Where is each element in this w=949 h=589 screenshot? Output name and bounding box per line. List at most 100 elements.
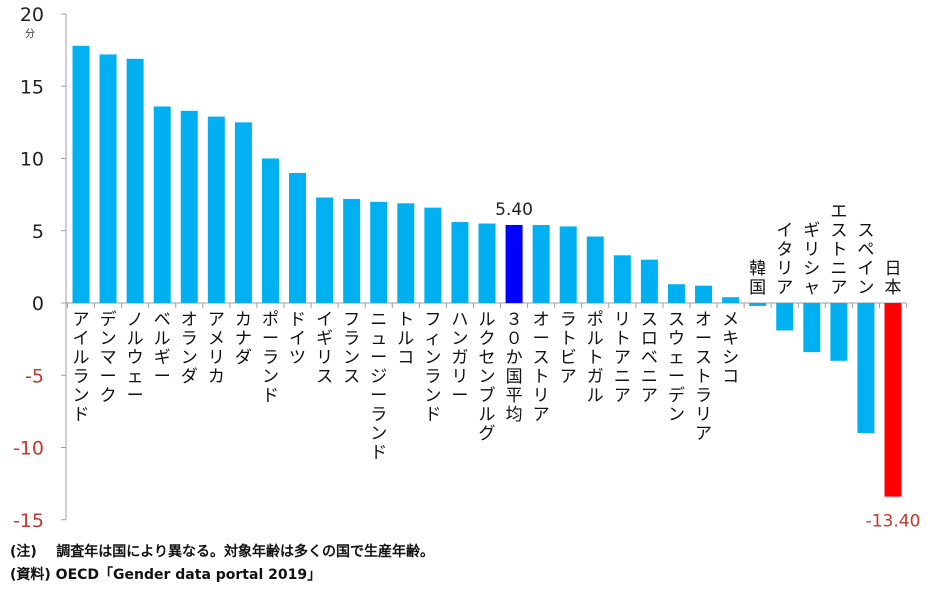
- bar-22: [667, 284, 685, 303]
- x-tick-label-char: ア: [641, 386, 658, 406]
- x-tick-label-char: ト: [614, 329, 631, 349]
- x-tick-label-char: ギ: [154, 348, 171, 368]
- x-tick-label-char: マ: [100, 348, 117, 368]
- y-tick-label: 20: [20, 4, 44, 26]
- bar-23: [695, 285, 713, 303]
- x-tick-label-char: ア: [776, 278, 793, 298]
- x-tick-label-char: ノ: [127, 310, 144, 330]
- x-tick-label-char: ダ: [235, 348, 252, 368]
- x-tick-label-char: ア: [208, 310, 225, 330]
- x-tick-label-char: ー: [100, 367, 117, 387]
- x-tick-label-char: イ: [73, 329, 90, 349]
- x-tick-label-char: デ: [668, 385, 685, 406]
- x-tick-label-char: フ: [343, 310, 360, 330]
- x-tick-label-char: ラ: [73, 367, 90, 387]
- x-tick-label-char: ポ: [262, 310, 279, 330]
- x-tick-label-char: ア: [614, 386, 631, 406]
- x-tick-label-char: ル: [127, 329, 144, 349]
- x-tick-label-char: ラ: [370, 405, 387, 425]
- x-tick-label-char: リ: [695, 405, 712, 425]
- x-tick-label-char: ガ: [451, 348, 468, 368]
- x-tick-label-char: ン: [181, 348, 198, 368]
- x-tick-label-char: ラ: [424, 367, 441, 387]
- x-tick-label-char: ス: [533, 348, 550, 368]
- x-tick-label-char: ナ: [235, 329, 252, 349]
- x-tick-label-char: ン: [424, 348, 441, 368]
- x-tick-label-char: リ: [208, 348, 225, 368]
- x-tick-label-char: イ: [289, 329, 306, 349]
- x-tick-label-char: ラ: [560, 310, 577, 330]
- y-tick-label: 10: [20, 149, 44, 171]
- x-tick-label-char: ド: [370, 443, 387, 463]
- x-tick-label-char: ラ: [695, 386, 712, 406]
- y-tick-label: -10: [13, 438, 44, 460]
- x-tick-label-char: リ: [776, 259, 793, 279]
- bar-9: [316, 197, 334, 303]
- x-tick-label: ドイツ: [289, 310, 306, 368]
- x-tick-label-char: ラ: [262, 348, 279, 368]
- x-tick-label-char: ー: [533, 329, 550, 349]
- bar-18: [559, 226, 577, 303]
- bar-26: [776, 303, 794, 331]
- bars: [72, 45, 902, 497]
- x-tick-label-char: ト: [560, 329, 577, 349]
- x-tick-label-char: ベ: [641, 348, 658, 368]
- bar-13: [424, 207, 442, 303]
- x-tick-label-char: リ: [316, 348, 333, 368]
- x-tick-label-char: ニ: [830, 259, 847, 279]
- x-tick-label-char: タ: [776, 240, 793, 260]
- x-tick-label-char: リ: [451, 367, 468, 387]
- y-tick-label: -5: [25, 365, 44, 387]
- x-tick-label-char: ウ: [127, 348, 144, 368]
- x-tick-label: 日本: [885, 259, 902, 298]
- x-tick-label-char: ル: [479, 405, 496, 425]
- bar-27: [803, 303, 821, 353]
- bar-28: [830, 303, 848, 361]
- x-tick-label-char: ト: [695, 367, 712, 387]
- x-tick-label-char: ル: [154, 329, 171, 349]
- x-tick-label-char: ダ: [181, 367, 198, 387]
- x-tick-label-char: シ: [722, 348, 739, 368]
- x-tick-label-char: ク: [479, 329, 496, 349]
- bar-1: [99, 54, 117, 304]
- x-tick-label-char: リ: [614, 310, 631, 330]
- x-tick-label-char: グ: [479, 424, 496, 444]
- x-tick-label-char: ベ: [154, 310, 171, 330]
- bar-0: [72, 45, 90, 303]
- x-tick-label-char: ー: [370, 386, 387, 406]
- x-tick-label-char: ト: [533, 367, 550, 387]
- x-tick-label-char: キ: [722, 329, 739, 349]
- x-tick-label-char: ニ: [614, 367, 631, 387]
- x-tick-label: トルコ: [397, 310, 414, 368]
- source-label: (資料): [10, 567, 51, 583]
- x-tick-label-char: カ: [235, 310, 252, 330]
- y-unit-label: 分: [25, 28, 35, 40]
- y-tick-label: 15: [20, 76, 44, 98]
- x-tick-label-char: ン: [424, 386, 441, 406]
- x-tick-label-char: ニ: [370, 310, 387, 330]
- x-tick-label-char: か: [506, 348, 523, 368]
- data-labels: 5.40 -13.40: [495, 200, 920, 532]
- bar-4: [180, 110, 198, 303]
- bar-20: [613, 255, 631, 303]
- x-tick-label-char: ス: [857, 221, 874, 241]
- x-tick-label-char: ビ: [560, 348, 577, 368]
- x-tick-label-char: ニ: [641, 367, 658, 387]
- x-tick-label-char: ィ: [424, 329, 441, 349]
- x-tick-label-char: ル: [587, 386, 604, 406]
- x-tick-label-char: ア: [830, 278, 847, 298]
- x-tick-label-char: リ: [803, 240, 820, 260]
- x-tick-label-char: ト: [587, 348, 604, 368]
